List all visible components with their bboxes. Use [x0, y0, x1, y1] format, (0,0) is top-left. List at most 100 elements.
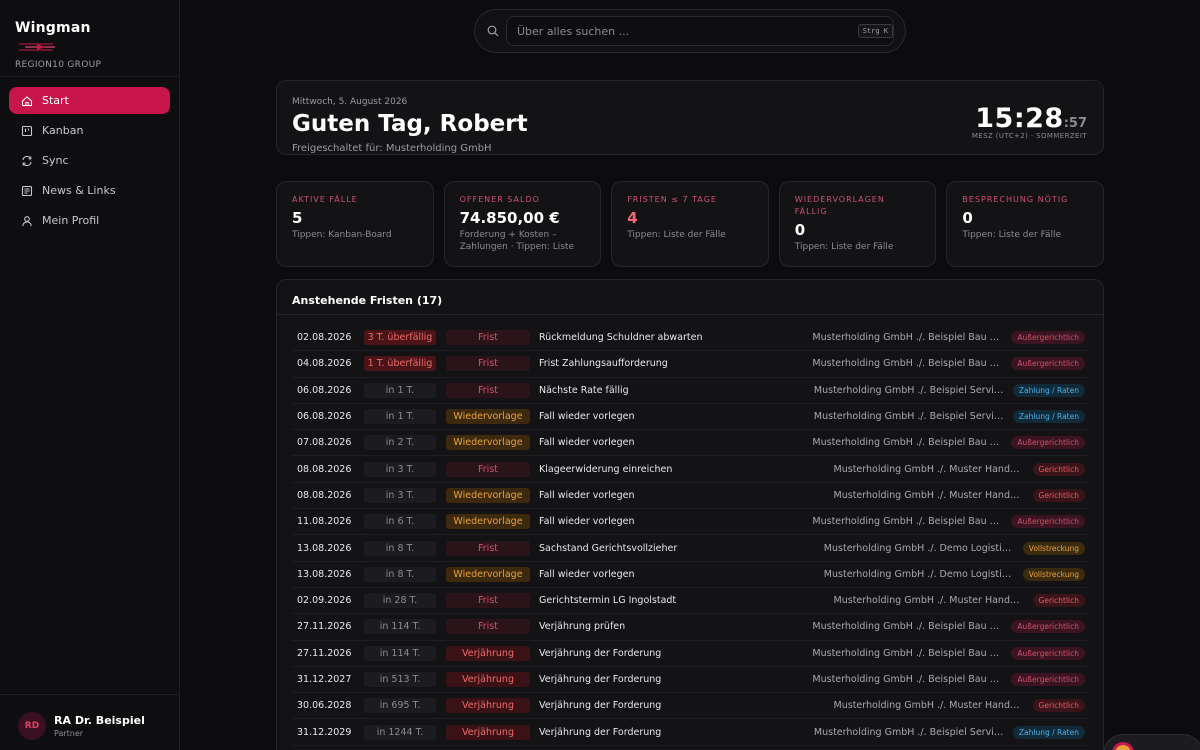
user-card[interactable]: RD RA Dr. Beispiel Partner: [18, 712, 145, 740]
deadline-case: Musterholding GmbH ./. Beispiel Bau G…: [812, 516, 1003, 528]
case-status-badge: Zahlung / Raten: [1012, 383, 1085, 397]
case-status-badge: Gerichtlich: [1032, 488, 1085, 502]
table-row[interactable]: 13.08.2026 in 8 T. Frist Sachstand Gerichts…: [292, 535, 1088, 562]
sidebar-item-sync[interactable]: Sync: [9, 147, 170, 174]
table-row[interactable]: 11.08.2026 in 6 T. Wiedervorlage Fall wiede…: [292, 509, 1088, 536]
case-status-badge: Vollstreckung: [1022, 567, 1085, 581]
deadline-description: Verjährung der Forderung: [539, 674, 662, 685]
stat-value: 74.850,00 €: [459, 209, 560, 227]
deadline-type-badge: Wiedervorlage: [446, 566, 530, 582]
table-row[interactable]: 27.11.2026 in 114 T. Verjährung Verjährung …: [292, 641, 1088, 667]
brand-name: Wingman: [15, 20, 91, 36]
avatar: RD: [18, 712, 46, 740]
deadline-description: Nächste Rate fällig: [539, 384, 629, 396]
user-role: Partner: [54, 729, 84, 738]
deadline-date: 02.08.2026: [297, 332, 352, 344]
search-icon: [487, 25, 499, 37]
deadline-case: Musterholding GmbH ./. Muster Handel …: [833, 489, 1024, 501]
deadline-case: Musterholding GmbH ./. Beispiel Bau G…: [812, 647, 1003, 659]
stat-label: FRISTEN ≤ 7 TAGE: [627, 195, 717, 204]
deadline-type-badge: Verjährung: [446, 724, 530, 740]
deadline-date: 13.08.2026: [297, 542, 352, 554]
sidebar: Wingman REGION10 GROUP Start Kanb: [0, 0, 180, 750]
deadline-relative: in 8 T.: [364, 566, 436, 582]
stat-open-balance[interactable]: OFFENER SALDO 74.850,00 € Forderung + Ko…: [443, 181, 602, 267]
deadline-type-badge: Wiedervorlage: [446, 435, 530, 451]
deadline-description: Verjährung der Forderung: [539, 647, 662, 659]
table-row[interactable]: 30.06.2028 in 695 T. Verjährung Verjährung …: [292, 693, 1088, 720]
stat-label: OFFENER SALDO: [459, 195, 540, 204]
deadline-type-badge: Verjährung: [446, 645, 530, 661]
sidebar-item-label: Start: [42, 94, 69, 107]
deadline-date: 08.08.2026: [297, 489, 352, 501]
deadline-date: 30.06.2028: [297, 700, 352, 712]
sidebar-item-kanban[interactable]: Kanban: [9, 117, 170, 144]
kanban-icon: [21, 125, 33, 137]
table-row[interactable]: 06.08.2026 in 1 T. Wiedervorlage Fall wiede…: [292, 404, 1088, 431]
stats-row: AKTIVE FÄLLE 5 Tippen: Kanban-Board OFFE…: [276, 181, 1104, 267]
stat-label: AKTIVE FÄLLE: [292, 195, 358, 204]
deadline-case: Musterholding GmbH ./. Muster Handel …: [833, 595, 1024, 607]
deadline-case: Musterholding GmbH ./. Beispiel Bau G…: [812, 332, 1003, 344]
deadline-type-badge: Frist: [446, 461, 530, 477]
greeting-card: Mittwoch, 5. August 2026 Guten Tag, Robe…: [276, 80, 1104, 155]
case-status-badge: Gerichtlich: [1032, 462, 1085, 476]
stat-hint: Tippen: Liste der Fälle: [962, 230, 1062, 240]
table-row[interactable]: 02.09.2026 in 28 T. Frist Gerichtstermin LG…: [292, 588, 1088, 615]
sidebar-item-profile[interactable]: Mein Profil: [9, 207, 170, 234]
table-row[interactable]: 04.08.2026 1 T. überfällig Frist Frist Zahl…: [292, 351, 1088, 378]
table-row[interactable]: 31.12.2027 in 513 T. Verjährung Verjährung …: [292, 667, 1088, 694]
deadline-description: Fall wieder vorlegen: [539, 489, 635, 501]
table-row[interactable]: 07.08.2026 in 2 T. Wiedervorlage Fall wiede…: [292, 430, 1088, 457]
deadline-case: Musterholding GmbH ./. Demo Logistik …: [823, 542, 1014, 554]
search-shortcut-hint: Strg K: [857, 24, 893, 38]
deadline-date: 11.08.2026: [297, 516, 352, 528]
deadline-type-badge: Frist: [446, 356, 530, 372]
deadline-case: Musterholding GmbH ./. Beispiel Service…: [813, 726, 1004, 738]
table-row[interactable]: 31.12.2029 in 1244 T. Verjährung Verjährung…: [292, 719, 1088, 746]
deadline-type-badge: Frist: [446, 593, 530, 609]
table-row[interactable]: 02.08.2026 3 T. überfällig Frist Rückmeldun…: [292, 325, 1088, 352]
deadline-relative: in 695 T.: [364, 698, 436, 714]
deadline-relative: in 28 T.: [364, 593, 436, 609]
deadline-relative: in 1244 T.: [364, 724, 436, 740]
deadline-description: Verjährung der Forderung: [539, 726, 662, 738]
deadline-description: Klageerwiderung einreichen: [539, 463, 673, 475]
deadline-description: Frist Zahlungsaufforderung: [539, 358, 668, 370]
help-button[interactable]: [1103, 734, 1200, 750]
panel-title: Anstehende Fristen (17): [292, 294, 443, 307]
user-name: RA Dr. Beispiel: [54, 714, 145, 727]
stat-value: 0: [794, 221, 806, 239]
table-row[interactable]: 27.11.2026 in 114 T. Frist Verjährung prüfe…: [292, 614, 1088, 641]
deadline-relative: in 3 T.: [364, 461, 436, 477]
stat-meeting-needed[interactable]: BESPRECHUNG NÖTIG 0 Tippen: Liste der Fä…: [946, 181, 1104, 267]
deadline-case: Musterholding GmbH ./. Beispiel Service…: [813, 384, 1004, 396]
deadline-relative: in 3 T.: [364, 487, 436, 503]
stat-active-cases[interactable]: AKTIVE FÄLLE 5 Tippen: Kanban-Board: [276, 181, 434, 267]
deadline-date: 08.08.2026: [297, 463, 352, 475]
current-date: Mittwoch, 5. August 2026: [292, 97, 408, 107]
deadline-date: 27.11.2026: [297, 647, 352, 659]
deadline-description: Fall wieder vorlegen: [539, 411, 635, 423]
sidebar-item-start[interactable]: Start: [9, 87, 170, 114]
stat-value: 0: [962, 209, 973, 227]
sidebar-item-news[interactable]: News & Links: [9, 177, 170, 204]
search-input[interactable]: [506, 16, 894, 46]
stat-hint: Tippen: Liste der Fälle: [794, 242, 894, 252]
table-row[interactable]: 08.08.2026 in 3 T. Wiedervorlage Fall wiede…: [292, 483, 1088, 510]
stat-follow-ups[interactable]: WIEDERVORLAGEN FÄLLIG 0 Tippen: Liste de…: [778, 181, 937, 267]
stat-hint: Tippen: Kanban-Board: [292, 230, 392, 240]
table-row[interactable]: 06.08.2026 in 1 T. Frist Nächste Rate fälli…: [292, 378, 1088, 404]
table-row[interactable]: 13.08.2026 in 8 T. Wiedervorlage Fall wiede…: [292, 562, 1088, 588]
stat-deadlines[interactable]: FRISTEN ≤ 7 TAGE 4 Tippen: Liste der Fäl…: [611, 181, 769, 267]
deadline-type-badge: Frist: [446, 382, 530, 398]
stat-value: 4: [627, 209, 638, 227]
table-row[interactable]: 08.08.2026 in 3 T. Frist Klageerwiderung ei…: [292, 456, 1088, 483]
sidebar-item-label: Mein Profil: [42, 214, 100, 227]
deadline-case: Musterholding GmbH ./. Beispiel Bau G…: [812, 621, 1003, 633]
deadline-type-badge: Wiedervorlage: [446, 409, 530, 425]
stat-value: 5: [292, 209, 303, 227]
deadline-relative: in 513 T.: [364, 672, 436, 687]
deadline-relative: in 8 T.: [364, 540, 436, 556]
